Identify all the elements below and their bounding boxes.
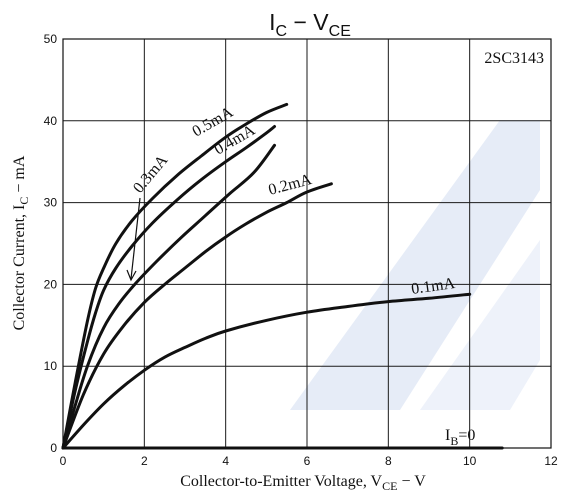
x-tick-label: 4 [222,454,229,468]
x-tick-label: 6 [304,454,311,468]
series-0.3ma-line [61,143,276,450]
plot-frame [62,38,552,449]
chart-title: IC − VCE [269,9,351,40]
series-0.4ma-line [61,125,276,450]
watermark [290,120,540,410]
y-tick-label: 40 [44,114,58,128]
y-tick-label: 20 [44,277,58,291]
y-tick-label: 30 [44,196,58,210]
x-tick-label: 8 [385,454,392,468]
x-axis-ticks: 0 2 4 6 8 10 12 [60,454,558,468]
series-0.1ma-line [61,292,472,450]
grid-lines [63,39,551,448]
label-ib-0: IB=0 [445,427,475,448]
x-axis-label: Collector-to-Emitter Voltage, VCE − V [180,473,426,493]
label-pointer-0.3mA [126,197,141,282]
y-tick-label: 50 [44,32,58,46]
series-0.2ma-line [61,182,333,450]
part-number: 2SC3143 [484,50,544,67]
x-tick-label: 12 [544,454,558,468]
x-tick-label: 2 [141,454,148,468]
label-0.1mA: 0.1mA [410,275,456,298]
y-axis-label: Collector Current, IC − mA [11,155,31,330]
label-0.3mA: 0.3mA [130,152,172,197]
y-tick-label: 10 [44,359,58,373]
x-tick-label: 10 [463,454,477,468]
y-tick-label: 0 [50,441,57,455]
series-0.5ma-line [61,102,289,450]
y-axis-ticks: 0 10 20 30 40 50 [44,32,58,455]
x-tick-label: 0 [60,454,67,468]
